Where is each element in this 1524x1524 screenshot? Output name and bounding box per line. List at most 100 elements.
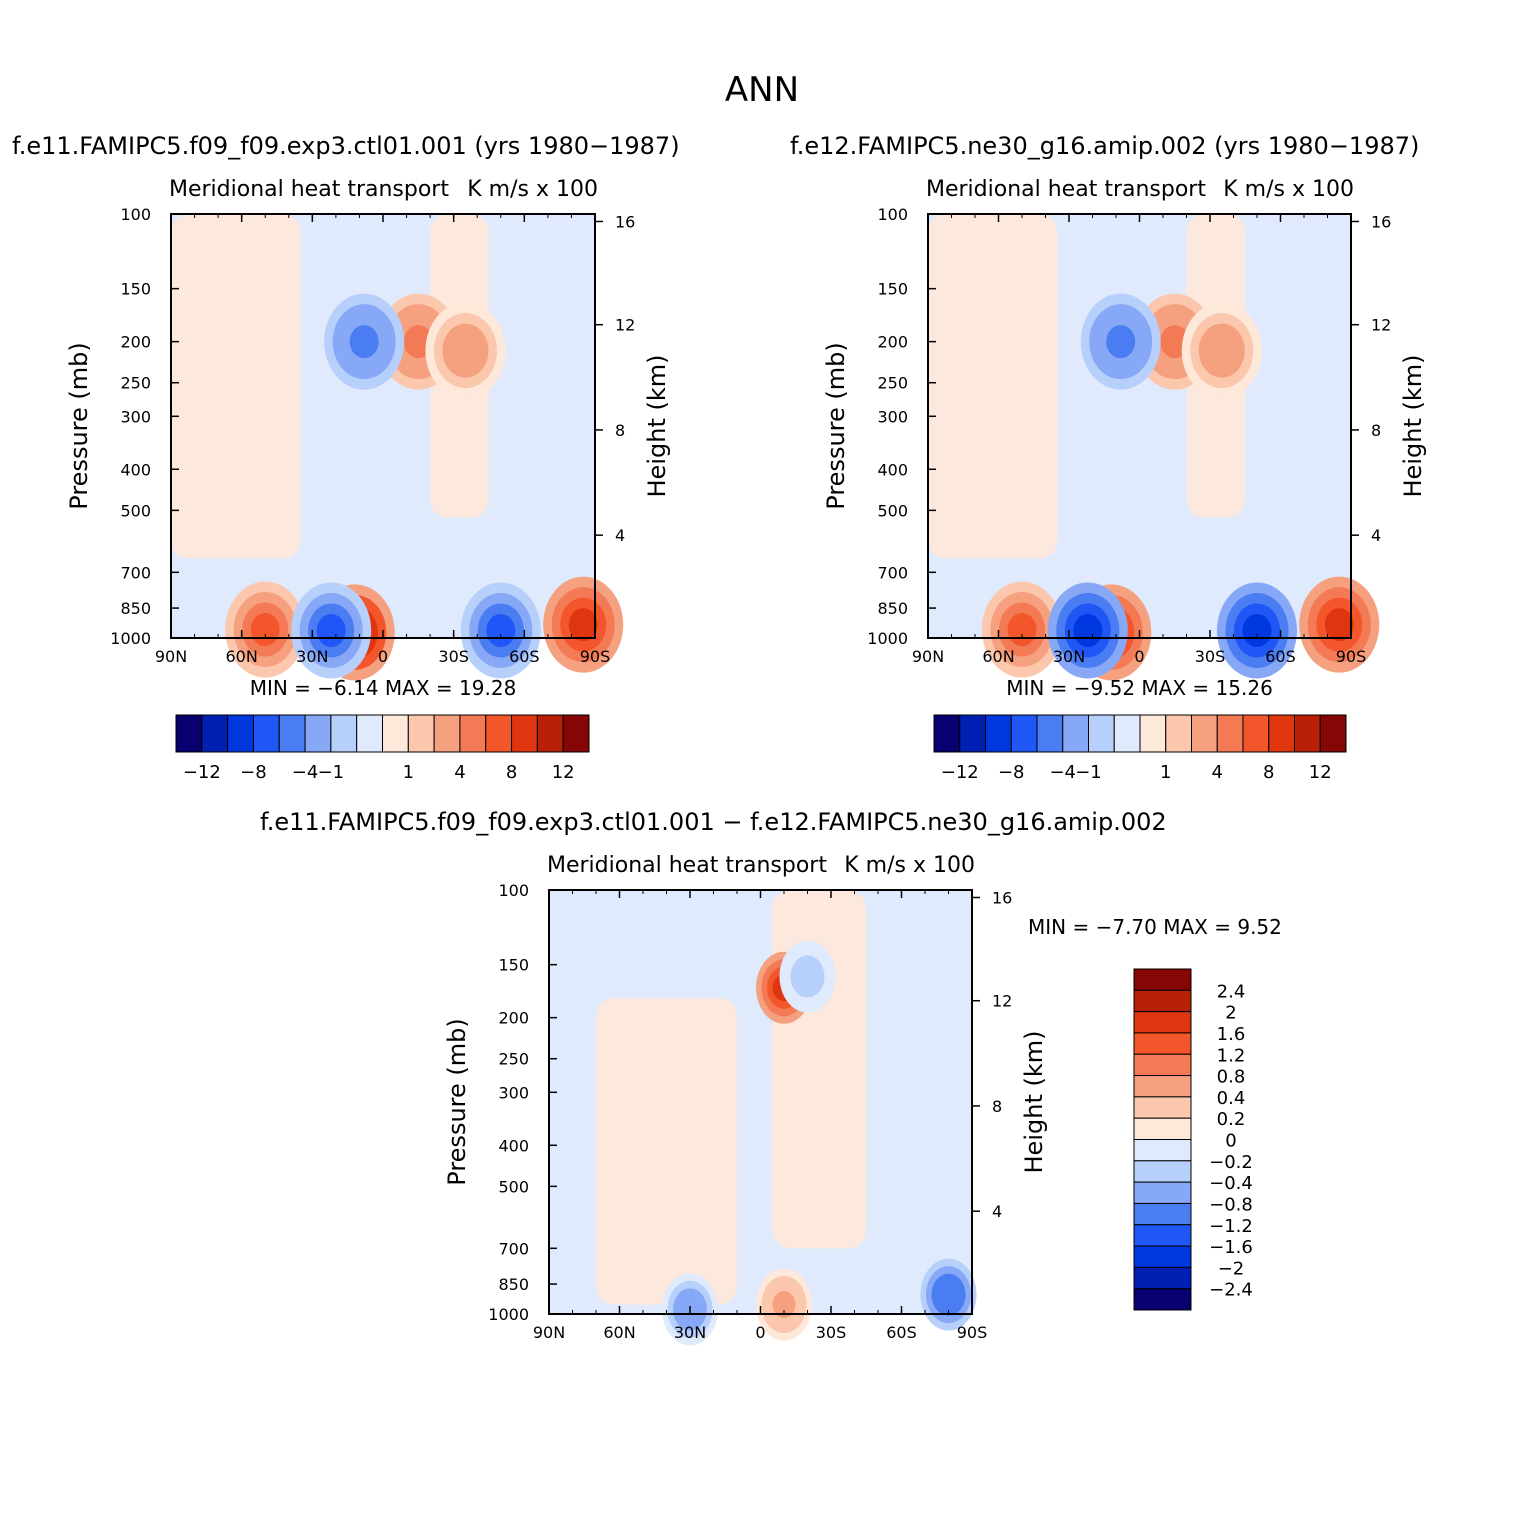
main-title: ANN [724,70,800,110]
contour-feature-5-3 [349,325,379,359]
y-right-tick-label: 12 [1371,316,1391,335]
colorbar-label: −1.2 [1209,1216,1253,1237]
contour-feature-1-3 [1242,613,1272,647]
colorbar-swatch [1133,1117,1192,1140]
colorbar-label: 8 [506,762,517,783]
contour-feature-6-3 [450,334,480,368]
y-axis-label: Pressure (mb) [822,342,850,509]
x-tick-label: 90N [912,647,944,666]
field-band-0 [171,214,301,559]
colorbar-swatch [1133,1032,1192,1055]
x-tick-label: 60S [886,1323,917,1342]
y-tick-label: 300 [120,407,151,426]
field-band-0 [928,214,1058,559]
contour-feature-3-3 [316,613,346,647]
y-tick-label: 250 [498,1050,529,1069]
y-right-tick-label: 4 [1371,526,1381,545]
colorbar-swatch [382,714,409,753]
colorbar-swatch [1133,1181,1192,1204]
colorbar-swatch [1133,1160,1192,1183]
y-right-tick-label: 4 [615,526,625,545]
colorbar-swatch [1165,714,1192,753]
colorbar-swatch [1088,714,1115,753]
y-tick-label: 850 [877,599,908,618]
y-tick-label: 150 [498,956,529,975]
contour-feature-5-3 [1106,325,1136,359]
colorbar-label: 8 [1263,762,1274,783]
colorbar-swatch [1133,1096,1192,1119]
y-right-tick-label: 12 [615,316,635,335]
y-tick-label: 700 [877,563,908,582]
y-axis-label: Pressure (mb) [443,1018,471,1185]
colorbar-label: −12 [183,762,221,783]
y-tick-label: 1000 [488,1305,529,1324]
y-tick-label: 700 [120,563,151,582]
x-tick-label: 0 [755,1323,765,1342]
colorbar-label: 4 [1212,762,1223,783]
right-label: K m/s x 100 [467,177,598,202]
y-tick-label: 850 [120,599,151,618]
colorbar-label: −4 [292,762,319,783]
contour-feature-2-3 [1007,613,1037,647]
colorbar-swatch [1133,1053,1192,1077]
panel-title-test: f.e12.FAMIPC5.ne30_g16.amip.002 (yrs 198… [790,132,1420,160]
colorbar-swatch [1133,1224,1192,1247]
x-tick-label: 30N [674,1323,706,1342]
contour-feature-3-3 [772,1291,796,1319]
x-tick-label: 60N [982,647,1014,666]
y-tick-label: 1000 [110,629,151,648]
right-label: K m/s x 100 [1223,177,1354,202]
colorbar-swatch [1268,714,1295,753]
x-tick-label: 90S [1336,647,1367,666]
y-right-tick-label: 8 [1371,421,1381,440]
field-band-3 [1245,214,1351,559]
y-tick-label: 150 [877,280,908,299]
contour-feature-4-3 [937,1281,960,1309]
colorbar-label: 1.6 [1217,1024,1246,1045]
x-tick-label: 60N [603,1323,635,1342]
right-label: K m/s x 100 [844,853,975,878]
contour-feature-1-3 [486,613,516,647]
colorbar-swatch [1139,714,1167,753]
y-right-tick-label: 8 [992,1097,1002,1116]
colorbar-swatch [485,714,513,753]
y-right-tick-label: 16 [992,888,1012,907]
colorbar-swatch [1133,1139,1192,1162]
colorbar-swatch [1036,714,1064,753]
min-max-text: MIN = −6.14 MAX = 19.28 [250,676,517,700]
x-tick-label: 0 [1134,647,1144,666]
colorbar-swatch [407,714,435,753]
contour-feature-7-3 [1324,608,1354,642]
colorbar-label: −1.6 [1209,1237,1253,1258]
y-right-tick-label: 16 [615,212,635,231]
y-axis-label: Pressure (mb) [65,342,93,509]
y-tick-label: 100 [877,205,908,224]
colorbar-label: 2 [1225,1003,1236,1024]
colorbar-swatch [1216,714,1244,753]
colorbar-swatch [278,714,306,753]
colorbar-label: 0 [1225,1131,1236,1152]
colorbar-swatch [1191,714,1218,753]
colorbar-label: 1.2 [1217,1045,1246,1066]
colorbar-label: 2.4 [1217,981,1246,1002]
colorbar-label: −12 [941,762,979,783]
y-right-axis-label: Height (km) [1399,355,1427,498]
y-right-axis-label: Height (km) [1020,1031,1048,1174]
field-band-0 [596,998,737,1305]
field-band-1 [772,890,867,1249]
colorbar-label: −1 [1075,762,1102,783]
colorbar-swatch [304,714,332,753]
y-tick-label: 150 [120,280,151,299]
colorbar-swatch [1010,714,1038,753]
x-tick-label: 30S [1195,647,1226,666]
contour-feature-1-3 [796,963,819,991]
y-tick-label: 500 [120,501,151,520]
colorbar-label: −0.8 [1209,1194,1253,1215]
y-right-tick-label: 8 [615,421,625,440]
y-right-tick-label: 4 [992,1202,1002,1221]
colorbar-swatch [433,714,461,753]
x-tick-label: 60S [509,647,540,666]
colorbar-swatch [1133,1075,1192,1098]
y-tick-label: 700 [498,1239,529,1258]
colorbar-label: −8 [998,762,1025,783]
